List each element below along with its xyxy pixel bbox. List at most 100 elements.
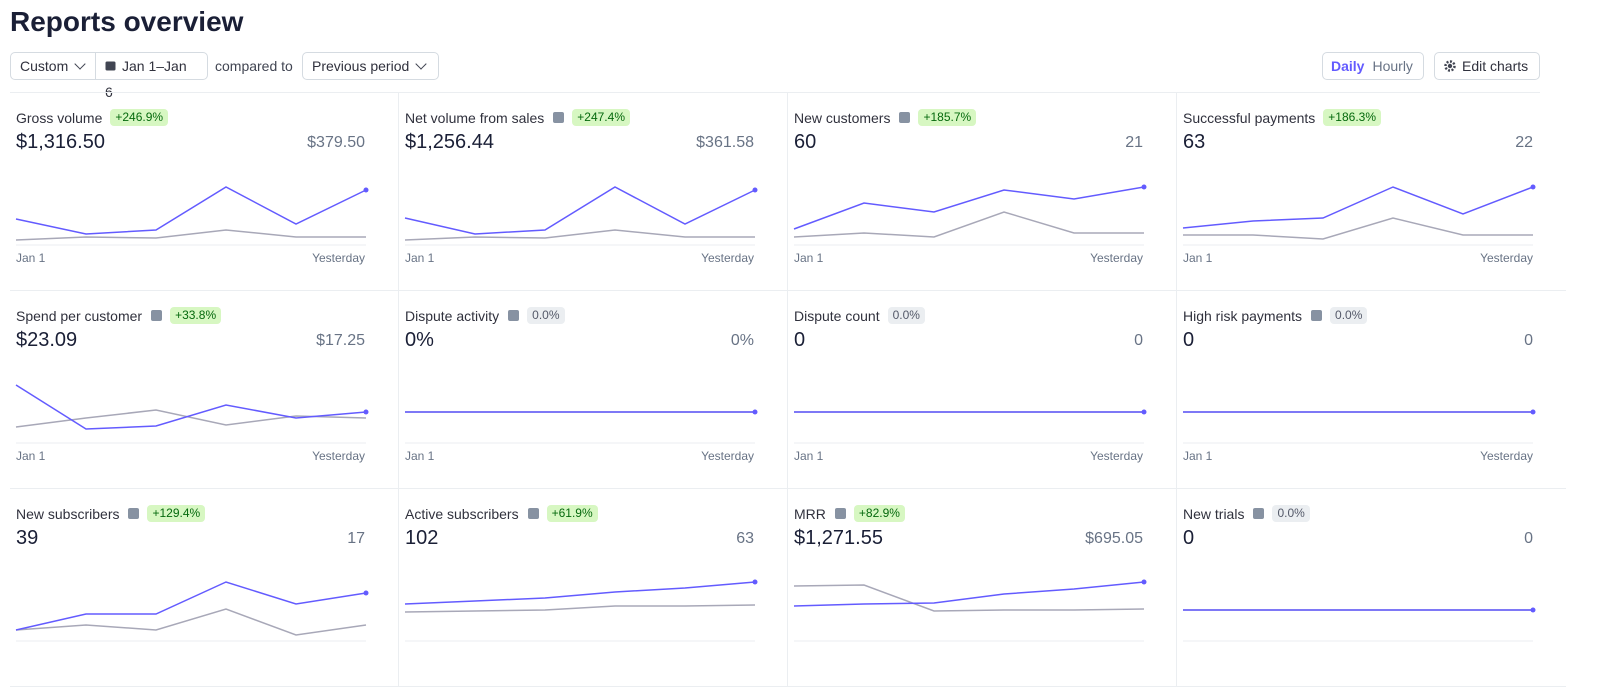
report-card: Dispute count 0.0% 0 0 Jan 1 Yesterday [788, 291, 1177, 489]
sparkline [793, 184, 1147, 246]
x-axis-label: Yesterday [312, 449, 365, 463]
card-header: Dispute count 0.0% [794, 307, 925, 324]
granularity-option[interactable]: Hourly [1372, 58, 1413, 74]
current-line [15, 186, 367, 235]
card-value: 0 [1183, 527, 1195, 549]
edit-charts-text: Edit charts [1462, 58, 1529, 74]
card-value: 60 [794, 131, 817, 153]
card-header: High risk payments 0.0% [1183, 307, 1368, 324]
granularity-option[interactable]: Daily [1331, 58, 1365, 74]
range-select[interactable]: Custom [10, 52, 96, 80]
card-label: Dispute activity [405, 307, 500, 324]
comparison-select[interactable]: Previous period [302, 52, 439, 80]
previous-value: $361.58 [696, 134, 754, 151]
date-button[interactable]: Jan 1–Jan 6 [95, 52, 208, 100]
change-badge: 0.0% [1330, 307, 1368, 324]
sparkline [404, 579, 758, 642]
report-card: New subscribers +129.4% 39 17 [10, 489, 399, 687]
end-dot [363, 590, 369, 596]
card-header: Successful payments +186.3% [1183, 109, 1382, 126]
change-badge: 0.0% [527, 307, 565, 324]
end-dot [1141, 579, 1147, 585]
x-axis-label: Jan 1 [16, 251, 46, 265]
change-badge: +185.7% [918, 109, 977, 126]
sparkline [794, 409, 1147, 444]
previous-value: 0 [1134, 332, 1143, 349]
info-icon [553, 112, 565, 123]
current-line [793, 581, 1145, 607]
x-axis-label: Yesterday [701, 449, 754, 463]
previous-value: 63 [736, 530, 754, 547]
change-badge: +247.4% [572, 109, 630, 126]
previous-line [15, 608, 367, 636]
report-card: High risk payments 0.0% 0 0 Jan 1 Yesterday [1177, 291, 1566, 489]
change-badge: +61.9% [546, 505, 598, 522]
sparkline [793, 579, 1147, 642]
previous-line [793, 211, 1144, 238]
card-header: New subscribers +129.4% [16, 505, 206, 522]
x-axis-label: Jan 1 [1183, 251, 1213, 265]
previous-line [793, 584, 1145, 612]
comparison-text: Previous period [312, 58, 410, 74]
report-card: Spend per customer +33.8% $23.09 $17.25 Jan … [10, 291, 399, 489]
compared-label: compared to [215, 58, 293, 74]
card-label: Spend per customer [16, 307, 143, 324]
change-badge: +129.4% [147, 505, 206, 522]
info-icon [899, 112, 911, 123]
card-value: $23.09 [16, 329, 78, 351]
change-badge: 0.0% [887, 307, 925, 324]
card-header: MRR +82.9% [794, 505, 905, 522]
change-badge: +186.3% [1323, 109, 1382, 126]
card-value: $1,316.50 [16, 131, 105, 153]
info-icon [508, 310, 520, 321]
current-line [15, 384, 367, 430]
end-dot [1530, 184, 1536, 190]
end-dot [1530, 607, 1536, 613]
info-icon [1253, 508, 1265, 519]
card-value: 63 [1183, 131, 1206, 153]
card-label: New trials [1183, 505, 1245, 522]
edit-charts-button[interactable]: Edit charts [1434, 52, 1540, 80]
sparkline [404, 186, 758, 246]
card-label: New customers [794, 109, 891, 126]
card-header: Gross volume +246.9% [16, 109, 169, 126]
x-axis-label: Jan 1 [16, 449, 46, 463]
sparkline [1182, 184, 1536, 246]
info-icon [1311, 310, 1323, 321]
page: Reports overview Custom Jan 1–Jan 6 comp… [10, 6, 1566, 687]
x-axis-label: Jan 1 [405, 251, 435, 265]
card-header: Active subscribers +61.9% [405, 505, 598, 522]
card-label: Active subscribers [405, 505, 519, 522]
x-axis-label: Yesterday [701, 251, 754, 265]
calendar-icon [105, 61, 116, 71]
x-axis-label: Jan 1 [1183, 449, 1213, 463]
card-value: 39 [16, 527, 39, 549]
change-badge: 0.0% [1272, 505, 1310, 522]
granularity-toggle: Daily Hourly [1322, 52, 1424, 80]
card-header: Net volume from sales +247.4% [405, 109, 630, 126]
previous-value: $695.05 [1085, 530, 1143, 547]
report-card: Dispute activity 0.0% 0% 0% Jan 1 Yesterday [399, 291, 788, 489]
chart-grid: Gross volume +246.9% $1,316.50 $379.50 Jan 1… [10, 92, 1566, 687]
info-icon [527, 508, 539, 519]
card-label: High risk payments [1183, 307, 1303, 324]
card-label: Dispute count [794, 307, 880, 324]
page-title: Reports overview [10, 6, 244, 37]
current-line [404, 186, 756, 235]
report-card: New customers +185.7% 60 21 Jan 1 Yesterday [788, 93, 1177, 291]
card-value: $1,256.44 [405, 131, 494, 153]
previous-value: 0 [1524, 530, 1533, 547]
x-axis-label: Yesterday [1090, 449, 1143, 463]
card-header: Dispute activity 0.0% [405, 307, 565, 324]
previous-line [15, 229, 366, 241]
end-dot [363, 409, 369, 415]
change-badge: +246.9% [110, 109, 169, 126]
previous-value: 22 [1515, 134, 1533, 151]
card-header: New customers +185.7% [794, 109, 977, 126]
previous-value: 0 [1524, 332, 1533, 349]
sparkline [15, 581, 369, 642]
previous-value: 17 [347, 530, 365, 547]
gear-icon [1444, 60, 1456, 72]
card-label: Successful payments [1183, 109, 1316, 126]
x-axis-label: Jan 1 [405, 449, 435, 463]
